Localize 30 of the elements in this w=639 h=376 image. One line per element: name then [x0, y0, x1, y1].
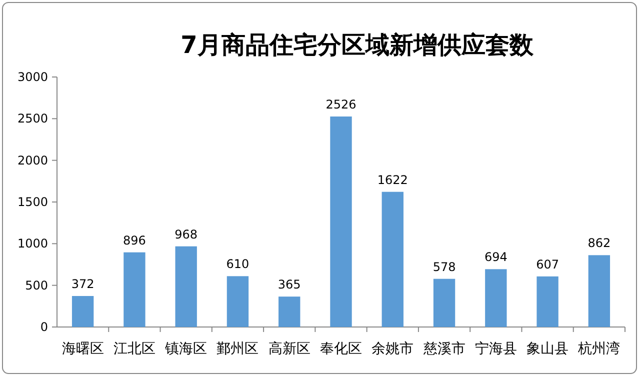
- y-tick-label: 2000: [17, 153, 48, 168]
- y-tick-label: 500: [25, 278, 48, 292]
- chart-title: 7月商品住宅分区域新增供应套数: [180, 31, 534, 59]
- x-tick-label: 宁海县: [474, 341, 517, 357]
- data-label: 896: [123, 233, 146, 248]
- x-tick-label: 余姚市: [372, 341, 414, 357]
- x-tick-label: 慈溪市: [422, 341, 466, 357]
- data-label: 694: [484, 250, 508, 264]
- data-label: 607: [536, 257, 559, 272]
- x-tick-label: 象山县: [526, 341, 569, 357]
- data-label: 862: [588, 236, 611, 250]
- y-tick-label: 0: [40, 320, 48, 334]
- x-tick-label: 镇海区: [164, 341, 208, 357]
- y-tick-label: 1500: [17, 195, 48, 209]
- x-tick-label: 海曙区: [62, 341, 104, 357]
- y-tick-label: 1000: [17, 236, 48, 251]
- data-label: 372: [71, 277, 94, 291]
- y-tick-label: 2500: [17, 112, 48, 126]
- x-tick-label: 鄞州区: [216, 341, 259, 357]
- data-label: 2526: [326, 98, 356, 112]
- data-label: 610: [226, 257, 250, 272]
- data-label: 578: [432, 260, 456, 274]
- x-tick-label: 杭州湾: [577, 341, 620, 357]
- data-label: 1622: [377, 172, 408, 187]
- y-tick-label: 3000: [17, 70, 48, 84]
- data-label: 365: [278, 278, 301, 292]
- x-tick-label: 奉化区: [320, 341, 362, 357]
- x-tick-label: 江北区: [113, 341, 156, 357]
- x-tick-label: 高新区: [268, 341, 310, 357]
- data-label: 968: [174, 227, 198, 242]
